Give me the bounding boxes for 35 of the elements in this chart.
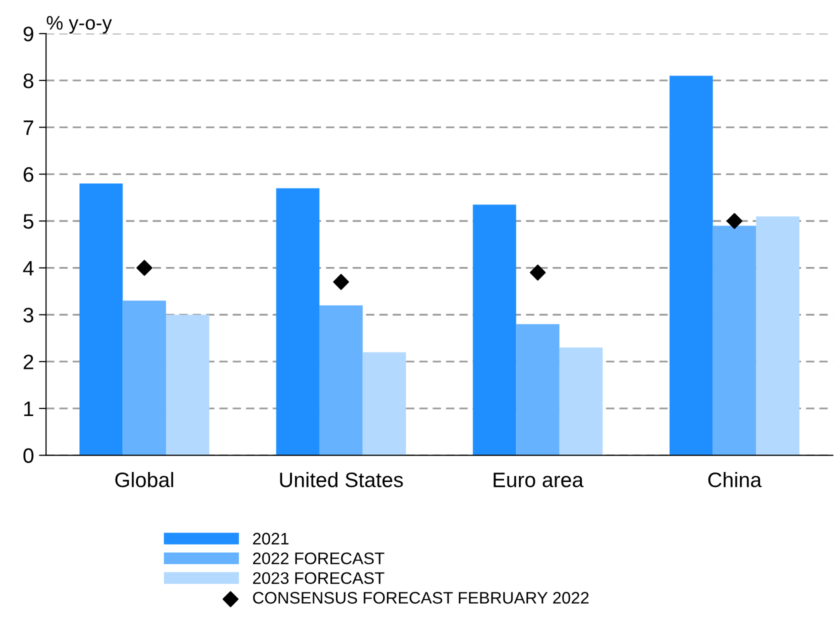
x-tick-label: United States (280, 472, 403, 488)
y-tick-label: 0 (23, 448, 34, 464)
y-tick-label: 2 (24, 354, 34, 370)
legend-label: 2021 (253, 532, 288, 545)
point (530, 264, 546, 281)
x-tick-label: China (708, 472, 762, 488)
legend-label: 2023 FORECAST (253, 572, 384, 584)
bar (516, 324, 560, 456)
bar (362, 352, 406, 456)
y-tick-label: 1 (24, 402, 34, 416)
legend-label: CONSENSUS FORECAST FEBRUARY 2022 (253, 592, 589, 604)
y-axis-title: % y-o-y (46, 16, 112, 34)
bar (79, 184, 123, 456)
bar (166, 314, 210, 456)
point (136, 260, 152, 276)
bar (319, 305, 363, 456)
point (333, 274, 350, 290)
y-tick-label: 5 (23, 214, 34, 229)
bar (670, 76, 713, 456)
y-tick-label: 7 (24, 120, 34, 135)
point (726, 213, 742, 229)
bar (559, 348, 603, 456)
bar (276, 188, 320, 456)
legend-label: 2022 FORECAST (253, 552, 384, 564)
bar (472, 204, 516, 456)
y-tick-label: 4 (23, 261, 34, 276)
x-tick-label: Global (115, 472, 174, 488)
y-tick-label: 9 (24, 26, 34, 42)
bar (756, 216, 800, 456)
x-tick-label: Euro area (494, 472, 584, 488)
y-tick-label: 3 (23, 308, 34, 322)
bar (122, 300, 166, 456)
bar (712, 226, 756, 456)
y-tick-label: 6 (24, 167, 34, 182)
y-tick-label: 8 (24, 73, 34, 88)
